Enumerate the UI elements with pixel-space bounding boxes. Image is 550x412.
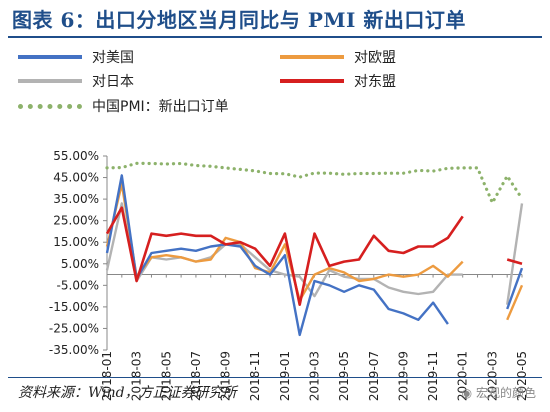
legend-item-us: 对美国	[18, 47, 134, 67]
wechat-icon: ◉	[461, 386, 473, 400]
x-tick-label: 2019-07	[367, 351, 381, 401]
y-tick-label: -5.00%	[57, 278, 99, 292]
legend-swatch-pmi	[18, 103, 82, 109]
legend-item-asean: 对东盟	[280, 71, 396, 91]
legend-label-jp: 对日本	[92, 74, 134, 90]
x-axis: 2018-01 2018-03 2018-05 2018-07 2018-09 2018-…	[100, 274, 529, 401]
x-tick-label: 2020-03	[485, 351, 499, 401]
legend-item-pmi: 中国PMI：新出口订单	[18, 96, 229, 116]
series-us	[105, 174, 524, 337]
series-layer	[105, 161, 524, 337]
legend-label-us: 对美国	[92, 50, 134, 66]
x-tick-label: 2019-09	[396, 351, 410, 401]
x-tick-label: 2019-05	[337, 351, 351, 401]
y-axis: 55.00% 45.00% 35.00% 25.00% 15.00% 5.00% -5.00…	[49, 149, 108, 357]
y-tick-label: 45.00%	[53, 171, 99, 185]
series-line-jp	[506, 203, 524, 305]
series-line-asean	[105, 206, 464, 306]
x-tick-label: 2018-03	[130, 351, 144, 401]
y-tick-label: -15.00%	[49, 300, 99, 314]
series-jp	[105, 202, 524, 305]
y-tick-label: 55.00%	[53, 149, 99, 163]
series-eu	[105, 182, 524, 321]
x-tick-label: 2018-07	[189, 351, 203, 401]
page-title: 图表 6：出口分地区当月同比与 PMI 新出口订单	[12, 8, 466, 32]
series-line-pmi	[105, 161, 524, 205]
x-tick-label: 2019-01	[278, 351, 292, 401]
series-line-us	[506, 267, 524, 310]
legend-swatch-us	[18, 55, 82, 59]
watermark-text: 宏观的颜色	[475, 386, 536, 400]
legend-label-pmi: 中国PMI：新出口订单	[92, 99, 229, 115]
y-tick-label: 25.00%	[53, 214, 99, 228]
source-note: 资料来源：Wind，方正证券研究所	[18, 385, 237, 401]
x-tick-label: 2018-09	[219, 351, 233, 401]
x-tick-label: 2019-11	[426, 351, 440, 401]
x-tick-label: 2018-01	[100, 351, 114, 401]
x-tick-label: 2020-01	[456, 351, 470, 401]
x-tick-label: 2020-05	[515, 351, 529, 401]
x-tick-label: 2018-05	[159, 351, 173, 401]
legend-label-asean: 对东盟	[354, 74, 396, 90]
legend-item-jp: 对日本	[18, 71, 134, 91]
legend-swatch-eu	[280, 55, 344, 59]
series-line-eu	[506, 284, 524, 321]
y-tick-label: 5.00%	[61, 257, 99, 271]
title-divider	[8, 36, 542, 38]
series-line-jp	[105, 202, 463, 298]
legend-swatch-jp	[18, 79, 82, 83]
x-tick-label: 2018-11	[248, 351, 262, 401]
y-tick-label: -25.00%	[49, 321, 99, 335]
y-tick-label: 15.00%	[53, 235, 99, 249]
legend-item-eu: 对欧盟	[280, 47, 396, 67]
series-line-eu	[105, 182, 464, 302]
series-line-asean	[506, 258, 523, 266]
series-asean	[105, 206, 523, 306]
source-divider	[8, 377, 542, 378]
series-pmi	[105, 161, 524, 205]
x-tick-label: 2019-03	[308, 351, 322, 401]
legend-swatch-asean	[280, 79, 344, 83]
y-tick-label: 35.00%	[53, 192, 99, 206]
watermark: ◉ 宏观的颜色	[462, 384, 536, 401]
legend-label-eu: 对欧盟	[354, 50, 396, 66]
y-tick-label: -35.00%	[49, 343, 99, 357]
series-line-us	[105, 174, 449, 337]
